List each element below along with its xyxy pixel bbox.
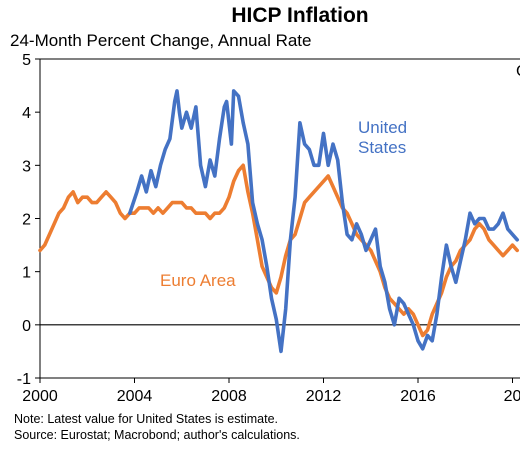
y-tick-label: 4 (22, 105, 31, 122)
y-tick-label: 0 (22, 318, 31, 335)
chart-subtitle: 24-Month Percent Change, Annual Rate (10, 31, 311, 50)
x-tick-label: 2016 (400, 388, 436, 405)
x-tick-label: 2012 (306, 388, 342, 405)
series-label-euro-area: Euro Area (160, 271, 236, 290)
x-tick-label: 20 (504, 388, 520, 405)
y-tick-label: -1 (17, 371, 31, 388)
x-axis: 2000 2004 2008 2012 2016 20 (22, 378, 520, 405)
note-line: Note: Latest value for United States is … (14, 412, 278, 426)
y-tick-label: 3 (22, 158, 31, 175)
corner-mark: C (516, 63, 520, 80)
series-layer (38, 89, 520, 354)
series-label-united-states: States (358, 138, 406, 157)
chart-title: HICP Inflation (231, 4, 368, 27)
series-label-united-states: United (358, 118, 407, 137)
x-tick-label: 2004 (117, 388, 153, 405)
y-tick-label: 5 (22, 52, 31, 69)
x-tick-label: 2008 (211, 388, 247, 405)
y-tick-label: 2 (22, 212, 31, 229)
y-tick-label: 1 (22, 265, 31, 282)
source-line: Source: Eurostat; Macrobond; author's ca… (14, 428, 300, 442)
plot-frame (39, 58, 520, 379)
x-tick-label: 2000 (22, 388, 58, 405)
series-line-united-states (128, 89, 520, 354)
y-axis: 5 4 3 2 1 0 -1 (17, 52, 40, 388)
